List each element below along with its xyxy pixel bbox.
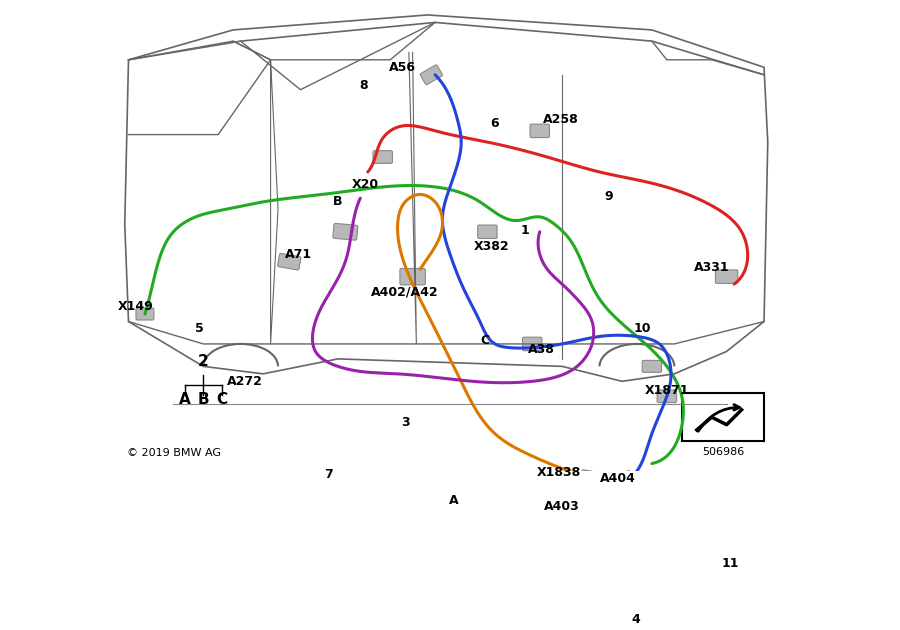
Text: B: B xyxy=(333,195,343,209)
Text: A272: A272 xyxy=(227,375,262,388)
Text: A403: A403 xyxy=(544,500,580,513)
Text: X149: X149 xyxy=(118,300,154,313)
Text: X382: X382 xyxy=(473,240,508,253)
Bar xyxy=(682,392,764,441)
FancyBboxPatch shape xyxy=(373,151,392,163)
Text: A258: A258 xyxy=(543,113,579,126)
Text: 5: 5 xyxy=(195,323,204,336)
FancyBboxPatch shape xyxy=(716,270,738,284)
FancyBboxPatch shape xyxy=(530,124,549,137)
FancyBboxPatch shape xyxy=(643,360,662,372)
Text: X1871: X1871 xyxy=(644,384,689,397)
Text: A331: A331 xyxy=(694,261,730,274)
FancyBboxPatch shape xyxy=(611,471,633,486)
Text: 1: 1 xyxy=(520,224,529,237)
Text: 11: 11 xyxy=(722,556,739,570)
Text: 7: 7 xyxy=(324,468,332,481)
FancyBboxPatch shape xyxy=(136,308,154,320)
FancyBboxPatch shape xyxy=(523,337,542,351)
Text: 6: 6 xyxy=(491,117,500,130)
FancyBboxPatch shape xyxy=(400,268,426,285)
Text: 8: 8 xyxy=(360,79,368,93)
Text: A38: A38 xyxy=(527,343,554,357)
Text: A71: A71 xyxy=(285,248,312,261)
Text: 3: 3 xyxy=(400,416,410,429)
Text: B: B xyxy=(197,392,209,407)
Text: 506986: 506986 xyxy=(702,447,744,457)
FancyBboxPatch shape xyxy=(478,225,497,239)
Text: 9: 9 xyxy=(604,190,613,203)
FancyBboxPatch shape xyxy=(277,253,301,270)
Text: X1838: X1838 xyxy=(537,466,581,479)
Text: A: A xyxy=(179,392,191,407)
Text: C: C xyxy=(216,392,228,407)
Text: C: C xyxy=(481,334,490,347)
Text: A: A xyxy=(449,495,459,507)
Text: A56: A56 xyxy=(390,60,417,74)
Text: A404: A404 xyxy=(600,472,636,485)
Text: 4: 4 xyxy=(631,612,640,626)
Text: 10: 10 xyxy=(634,323,651,336)
FancyBboxPatch shape xyxy=(333,224,358,240)
Text: © 2019 BMW AG: © 2019 BMW AG xyxy=(127,448,221,458)
FancyBboxPatch shape xyxy=(420,65,443,84)
FancyBboxPatch shape xyxy=(657,390,677,403)
FancyBboxPatch shape xyxy=(580,470,604,487)
Text: X20: X20 xyxy=(352,178,379,191)
Text: A402/A42: A402/A42 xyxy=(372,285,439,298)
Text: 2: 2 xyxy=(198,354,209,369)
